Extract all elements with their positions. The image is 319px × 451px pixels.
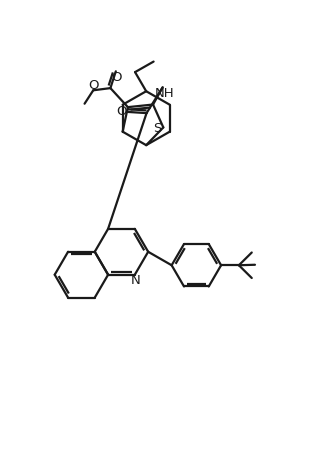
Text: O: O [116, 105, 127, 118]
Text: O: O [88, 79, 99, 92]
Text: O: O [112, 71, 122, 84]
Text: N: N [131, 273, 140, 286]
Text: NH: NH [154, 87, 174, 100]
Text: S: S [153, 122, 161, 135]
